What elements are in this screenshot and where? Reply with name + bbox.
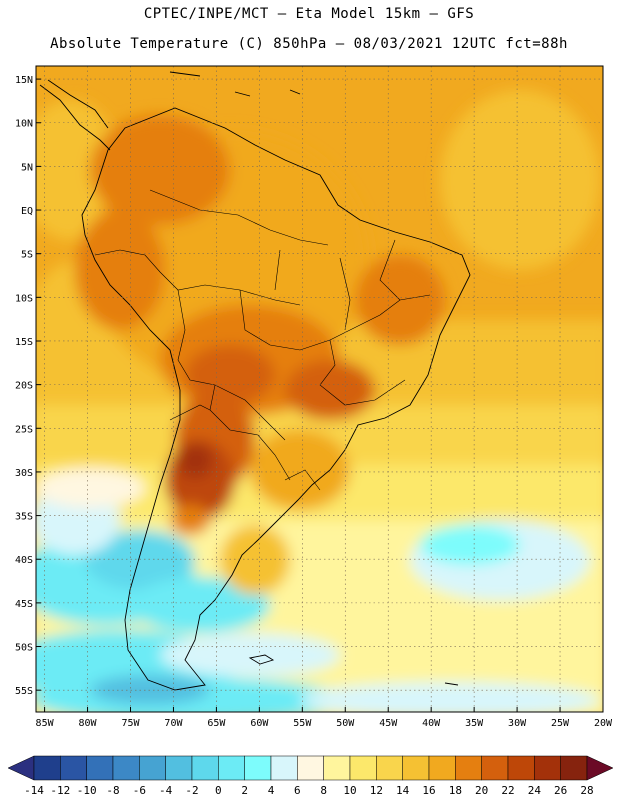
coastlines bbox=[39, 71, 471, 691]
south-georgia bbox=[444, 682, 459, 686]
colorbar-label: 20 bbox=[475, 784, 488, 797]
colorbar-label: 22 bbox=[501, 784, 514, 797]
colorbar-label: -14 bbox=[24, 784, 44, 797]
colorbar-label: 16 bbox=[422, 784, 435, 797]
lon-label: 30W bbox=[508, 718, 527, 729]
colorbar-label: 14 bbox=[396, 784, 410, 797]
colorbar-segment bbox=[218, 755, 245, 781]
colorbar-label: 18 bbox=[449, 784, 462, 797]
lon-label: 75W bbox=[121, 718, 140, 729]
colorbar-label: 2 bbox=[241, 784, 248, 797]
lat-label: 40S bbox=[15, 555, 33, 566]
lat-label: 30S bbox=[15, 468, 33, 479]
lat-label: 5S bbox=[21, 250, 33, 261]
lon-label: 25W bbox=[551, 718, 570, 729]
colorbar-label: -2 bbox=[185, 784, 198, 797]
colorbar-segment bbox=[297, 755, 324, 781]
colorbar-segment bbox=[507, 755, 535, 781]
falkland-islands bbox=[248, 654, 275, 665]
colorbar-label: -12 bbox=[50, 784, 70, 797]
colorbar-segment bbox=[86, 755, 114, 781]
lon-label: 85W bbox=[36, 718, 55, 729]
colorbar-segment bbox=[481, 755, 509, 781]
lon-label: 20W bbox=[594, 718, 613, 729]
colorbar-segment bbox=[33, 755, 61, 781]
central-america-coastline bbox=[39, 79, 111, 151]
caribbean-islands bbox=[169, 71, 301, 97]
colorbar-segment bbox=[455, 755, 482, 781]
lon-label: 80W bbox=[79, 718, 98, 729]
lat-label: 35S bbox=[15, 512, 33, 523]
map-frame bbox=[35, 65, 604, 713]
lon-label: 70W bbox=[164, 718, 183, 729]
colorbar-segment bbox=[534, 755, 561, 781]
colorbar-label: 8 bbox=[320, 784, 327, 797]
lat-label: 25S bbox=[15, 424, 33, 435]
temperature-field bbox=[36, 66, 603, 712]
title-line-1: CPTEC/INPE/MCT – Eta Model 15km – GFS bbox=[143, 6, 475, 22]
lat-label: 10S bbox=[15, 293, 33, 304]
lat-label: 20S bbox=[15, 381, 33, 392]
colorbar-segment bbox=[560, 755, 588, 781]
lon-label: 55W bbox=[293, 718, 312, 729]
colorbar-segment bbox=[191, 755, 219, 781]
lat-label: 10N bbox=[15, 119, 33, 130]
title-line-2: Absolute Temperature (C) 850hPa – 08/03/… bbox=[50, 36, 568, 52]
colorbar-segment bbox=[270, 755, 298, 781]
colorbar-segment bbox=[428, 755, 456, 781]
lat-label: 15N bbox=[15, 75, 33, 86]
colorbar-segment bbox=[376, 755, 403, 781]
colorbar-low-arrow bbox=[7, 755, 35, 781]
lat-label: 55S bbox=[15, 686, 33, 697]
longitude-labels: 85W 80W 75W 70W 65W 60W 55W 50W 45W 40W 35W 30W 25W 2… bbox=[36, 707, 613, 729]
colorbar-segment bbox=[112, 755, 140, 781]
colorbar-segment bbox=[349, 755, 377, 781]
lon-label: 35W bbox=[465, 718, 484, 729]
colorbar-segment bbox=[244, 755, 272, 781]
colorbar-label: 10 bbox=[343, 784, 356, 797]
lon-label: 45W bbox=[379, 718, 398, 729]
lat-label: EQ bbox=[21, 206, 33, 217]
colorbar-label: 12 bbox=[370, 784, 383, 797]
colorbar-segment bbox=[60, 755, 87, 781]
colorbar-high-arrow bbox=[586, 755, 614, 781]
lon-label: 50W bbox=[336, 718, 355, 729]
colorbar-label: 28 bbox=[580, 784, 593, 797]
lon-label: 65W bbox=[207, 718, 226, 729]
lon-label: 60W bbox=[250, 718, 269, 729]
colorbar-label: 24 bbox=[528, 784, 542, 797]
colorbar-labels: -14 -12 -10 -8 -6 -4 -2 0 2 4 6 8 10 12 14 16 18 20 22 24 26… bbox=[24, 784, 594, 797]
graticule bbox=[36, 66, 603, 712]
colorbar-label: -8 bbox=[106, 784, 119, 797]
lat-label: 15S bbox=[15, 337, 33, 348]
colorbar-label: 6 bbox=[294, 784, 301, 797]
colorbar-label: 26 bbox=[554, 784, 567, 797]
latitude-labels: 15N 10N 5N EQ 5S 10S 15S 20S 25S 30S 35S 40S 45S 50S 5… bbox=[15, 75, 41, 697]
south-america-coastline bbox=[81, 107, 471, 691]
lat-label: 5N bbox=[21, 162, 33, 173]
colorbar-segment bbox=[402, 755, 430, 781]
colorbar-segment bbox=[323, 755, 351, 781]
colorbar-label: -10 bbox=[77, 784, 97, 797]
lat-label: 50S bbox=[15, 643, 33, 654]
lon-label: 40W bbox=[422, 718, 441, 729]
colorbar-segment bbox=[139, 755, 166, 781]
colorbar bbox=[7, 755, 614, 781]
lat-label: 45S bbox=[15, 599, 33, 610]
colorbar-label: 0 bbox=[215, 784, 222, 797]
colorbar-label: 4 bbox=[268, 784, 275, 797]
colorbar-label: -4 bbox=[159, 784, 173, 797]
colorbar-label: -6 bbox=[133, 784, 146, 797]
colorbar-segment bbox=[165, 755, 193, 781]
